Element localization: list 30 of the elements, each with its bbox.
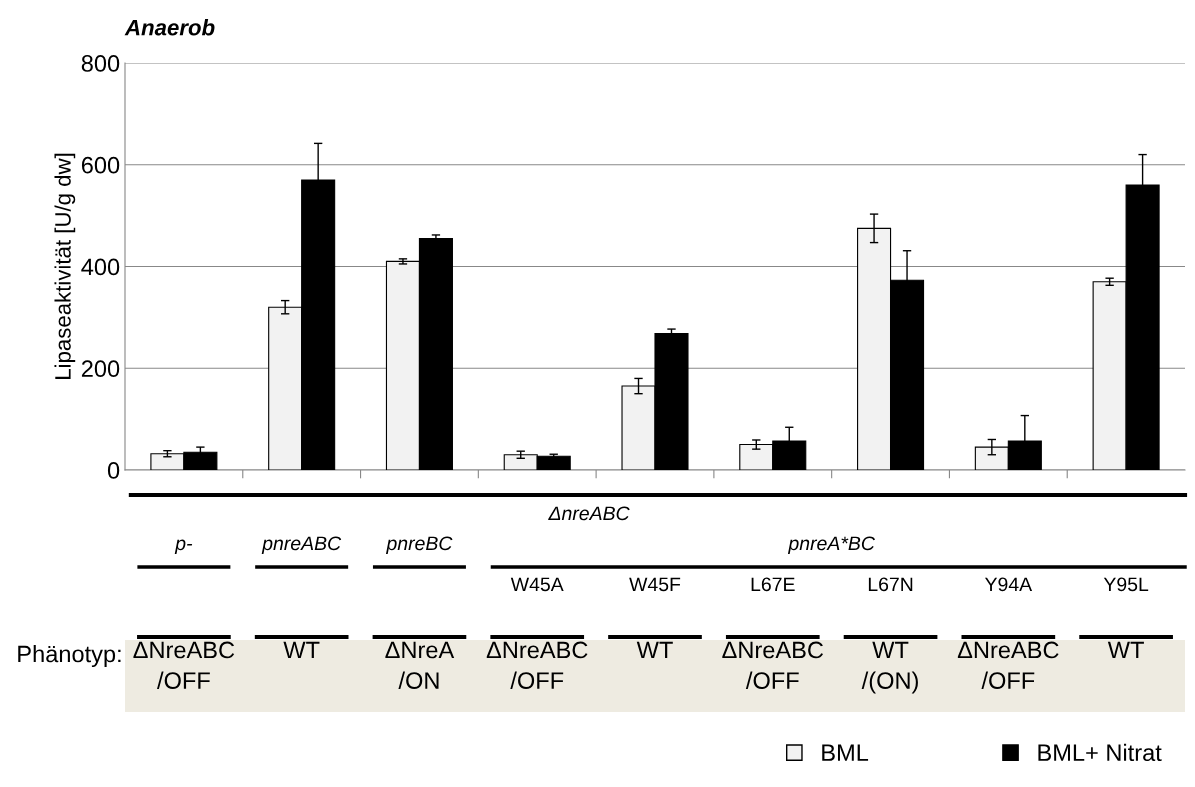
legend-label: BML+ Nitrat (1038, 743, 1162, 762)
text: WT (283, 641, 320, 659)
text: p- (174, 539, 193, 555)
text: ΔNreABC /OFF (722, 641, 824, 689)
text: WT /(ON) (861, 641, 918, 694)
x-tick-label: W45F (629, 577, 681, 592)
text: pnreABC (261, 536, 342, 555)
x-tick-label: Y95L (1103, 577, 1149, 592)
x-tick-label: L67N (868, 577, 913, 592)
x-tick-label: W45A (510, 577, 564, 592)
text: ΔNreABC /OFF (133, 641, 235, 689)
text: pnreA*BC (787, 536, 875, 555)
legend-label: BML (822, 744, 869, 761)
text: Phänotyp: (18, 644, 121, 667)
x-tick-label: Y94A (984, 577, 1033, 592)
text: pnreBC (386, 536, 453, 555)
chart-title: Anaerob (124, 19, 215, 36)
y-axis-title: Lipaseaktivität [U/g dw] (54, 153, 76, 379)
y-tick-label: 400 (81, 258, 120, 276)
y-tick-label: 600 (81, 156, 120, 174)
text: WT (636, 641, 673, 659)
y-tick-label: 800 (81, 55, 120, 72)
x-tick-label: L67E (751, 577, 795, 592)
text: ΔNreABC /OFF (957, 641, 1059, 689)
y-tick-label: 0 (107, 462, 120, 479)
text: WT (1107, 641, 1144, 659)
text: ΔNreABC /OFF (486, 641, 588, 689)
text: ΔnreABC (548, 506, 630, 521)
y-tick-label: 200 (81, 360, 120, 378)
text: ΔNreA /ON (385, 641, 455, 689)
